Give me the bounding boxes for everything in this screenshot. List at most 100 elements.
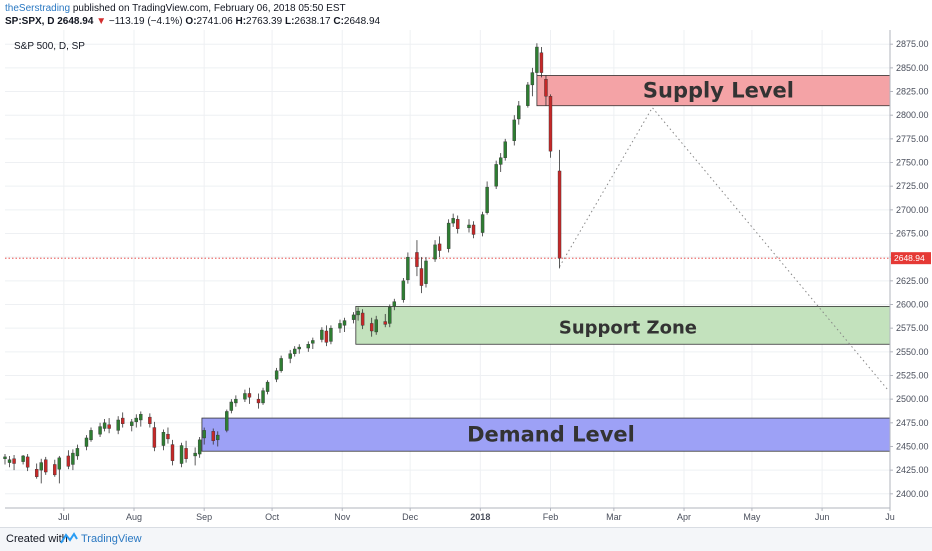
- candle-body: [89, 430, 93, 441]
- zone-label: Demand Level: [467, 423, 635, 447]
- candle-body: [161, 432, 166, 446]
- candle-body: [446, 222, 451, 249]
- y-tick-label: 2675.00: [896, 229, 929, 239]
- candle-body: [184, 448, 188, 459]
- x-tick-label: Mar: [606, 512, 622, 522]
- candle-body: [75, 448, 80, 457]
- candle-body: [539, 52, 544, 73]
- candle-body: [234, 398, 238, 404]
- candle-body: [261, 390, 265, 404]
- close-label: C:: [333, 16, 344, 27]
- candle-body: [419, 268, 424, 286]
- change-text: −113.19 (−4.1%): [108, 16, 183, 27]
- candle-body: [324, 330, 329, 343]
- candle-body: [265, 381, 270, 392]
- candle-body: [311, 340, 315, 344]
- y-tick-label: 2600.00: [896, 299, 929, 309]
- candle-body: [3, 456, 7, 459]
- candle-body: [401, 280, 406, 300]
- y-tick-label: 2800.00: [896, 110, 929, 120]
- last-price-text: 2648.94: [57, 16, 94, 27]
- y-tick-label: 2875.00: [896, 39, 929, 49]
- candle-body: [530, 72, 535, 86]
- symbol-label: S&P 500, D, SP: [14, 41, 85, 52]
- candle-body: [98, 426, 102, 435]
- tradingview-brand[interactable]: TradingView: [81, 533, 142, 545]
- candle-body: [21, 455, 25, 462]
- tradingview-logo-icon: [60, 532, 78, 544]
- candle-body: [120, 417, 125, 424]
- created-with-text: Created with: [6, 533, 68, 545]
- price-chart[interactable]: Supply Level Support Zone Demand Level 2400…: [0, 30, 932, 527]
- candle-body: [383, 321, 387, 325]
- candle-body: [480, 214, 485, 233]
- candle-body: [211, 431, 215, 441]
- candle-body: [216, 434, 220, 441]
- candle-body: [535, 46, 539, 73]
- candle-body: [179, 445, 184, 464]
- candle-body: [225, 411, 229, 431]
- candle-body: [166, 433, 170, 440]
- candle-body: [424, 260, 428, 284]
- candle-body: [369, 323, 374, 332]
- low-value: 2638.17: [294, 16, 331, 27]
- x-tick-label: Jul: [58, 512, 70, 522]
- candle-body: [107, 424, 111, 429]
- last-price-label: 2648.94: [894, 253, 925, 263]
- candle-body: [256, 398, 261, 404]
- x-tick-label: 2018: [470, 512, 490, 522]
- y-tick-label: 2575.00: [896, 323, 929, 333]
- open-label: O:: [185, 16, 197, 27]
- x-tick-label: Aug: [126, 512, 142, 522]
- close-value: 2648.94: [343, 16, 381, 27]
- candle-body: [134, 417, 138, 423]
- candle-body: [548, 96, 553, 152]
- x-tick-label: Sep: [196, 512, 212, 522]
- candle-body: [148, 416, 152, 424]
- candle-body: [84, 437, 89, 447]
- candle-body: [517, 105, 521, 120]
- candle-body: [351, 314, 356, 320]
- candle-body: [293, 348, 297, 354]
- down-arrow-icon: ▼: [96, 16, 107, 27]
- candle-body: [498, 157, 503, 165]
- ohlc-header: SP:SPX, D 2648.94 ▼ −113.19 (−4.1%) O:27…: [5, 16, 380, 27]
- candle-body: [374, 319, 378, 333]
- last-price-badge: [891, 252, 931, 265]
- y-tick-label: 2475.00: [896, 418, 929, 428]
- candle-body: [455, 219, 460, 229]
- y-tick-label: 2825.00: [896, 87, 929, 97]
- low-label: L:: [284, 16, 295, 27]
- y-tick-label: 2625.00: [896, 276, 929, 286]
- candle-body: [320, 329, 324, 340]
- zone-rect: [201, 417, 891, 452]
- open-value: 2741.06: [196, 16, 233, 27]
- y-tick-label: 2700.00: [896, 205, 929, 215]
- candle-body: [297, 346, 301, 350]
- candle-body: [415, 252, 419, 267]
- candle-body: [512, 119, 516, 141]
- y-tick-label: 2550.00: [896, 347, 929, 357]
- candle-body: [53, 464, 57, 476]
- publish-info: theSerstrading published on TradingView.…: [5, 3, 346, 14]
- y-tick-label: 2450.00: [896, 441, 929, 451]
- candle-body: [197, 439, 202, 455]
- candle-body: [306, 344, 310, 349]
- candle-body: [25, 456, 30, 468]
- candle-body: [526, 84, 530, 106]
- candle-body: [57, 457, 62, 470]
- candle-body: [451, 218, 455, 224]
- candle-body: [356, 310, 360, 316]
- y-tick-label: 2725.00: [896, 181, 929, 191]
- candle-body: [392, 301, 397, 307]
- candle-body: [243, 393, 247, 400]
- candle-body: [388, 307, 392, 324]
- candle-body: [247, 393, 252, 398]
- candle-body: [494, 164, 498, 187]
- author-link[interactable]: theSerstrading: [5, 3, 71, 14]
- x-tick-label: Nov: [334, 512, 351, 522]
- candle-body: [360, 312, 365, 326]
- candle-body: [406, 256, 410, 281]
- x-tick-label: Oct: [265, 512, 280, 522]
- candle-body: [467, 224, 471, 229]
